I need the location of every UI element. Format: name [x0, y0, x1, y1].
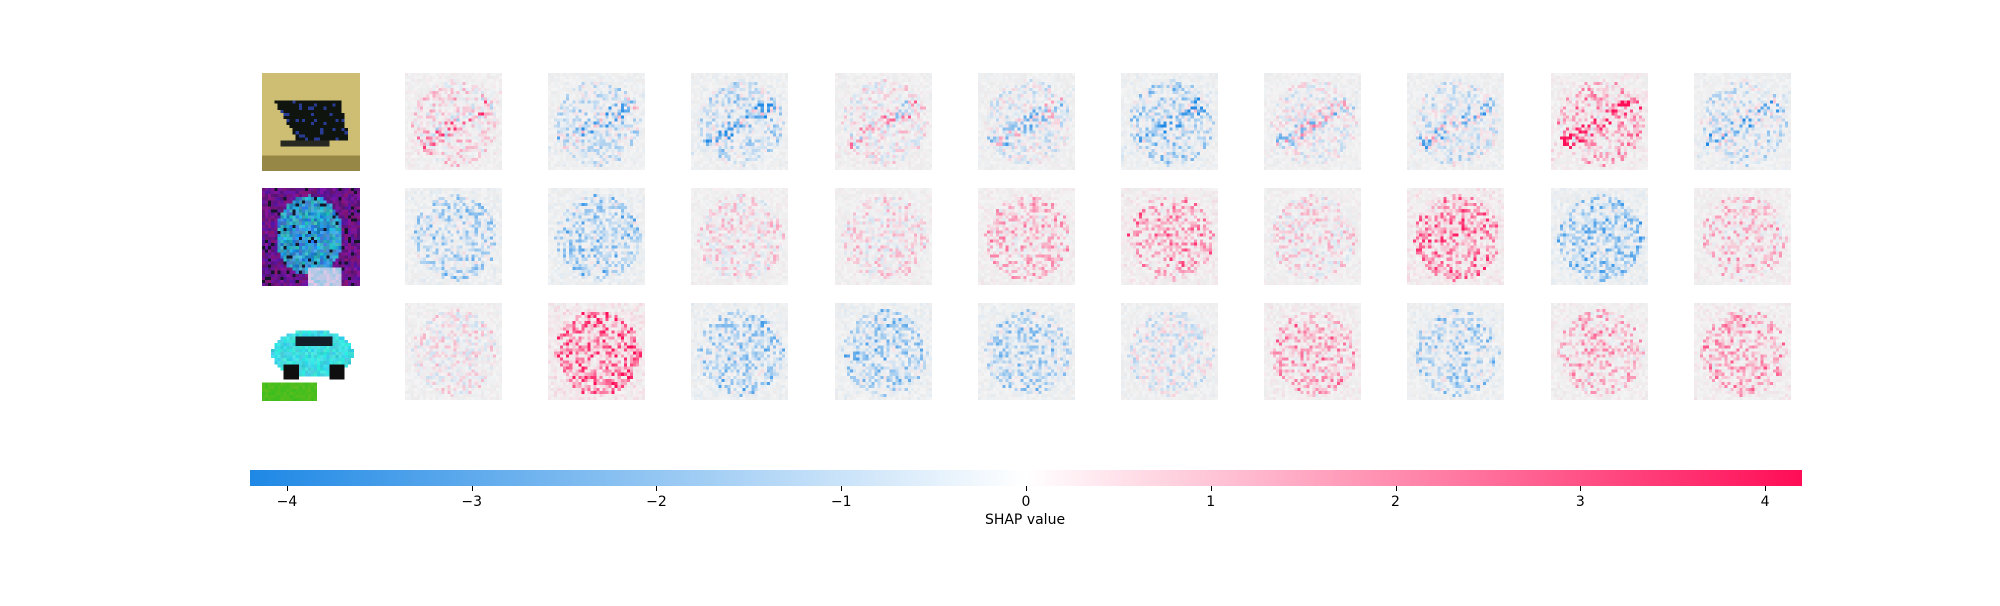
shap-map: [1264, 73, 1362, 170]
shap-map: [548, 188, 646, 285]
shap-map: [1264, 303, 1362, 400]
shap-map: [691, 188, 789, 285]
colorbar-tick-label: 4: [1760, 494, 1770, 510]
shap-map-pixels: [548, 188, 646, 285]
shap-map: [1693, 303, 1791, 400]
shap-map-pixels: [405, 303, 502, 400]
shap-map-pixels: [691, 303, 789, 400]
shap-map: [834, 188, 932, 285]
shap-map: [548, 73, 646, 170]
shap-map: [405, 188, 502, 285]
colorbar-tick: [1765, 486, 1767, 491]
input-image: [262, 73, 360, 171]
colorbar-tick: [1210, 486, 1212, 491]
input-image-pixels: [262, 73, 360, 171]
shap-map-pixels: [1407, 73, 1505, 170]
colorbar-tick-label: 1: [1206, 494, 1216, 510]
shap-map: [1550, 303, 1648, 400]
shap-map: [1121, 303, 1218, 400]
shap-map-pixels: [834, 73, 932, 170]
shap-map-pixels: [1264, 73, 1362, 170]
shap-map: [1550, 188, 1648, 285]
shap-map: [834, 303, 932, 400]
colorbar-tick-label: −4: [276, 494, 298, 510]
shap-map-pixels: [1550, 73, 1648, 170]
colorbar-tick-label: −2: [646, 494, 667, 510]
shap-map: [405, 73, 502, 170]
shap-map-pixels: [1121, 303, 1218, 400]
shap-map: [548, 303, 646, 400]
shap-colorbar: [250, 470, 1802, 486]
shap-map: [405, 303, 502, 400]
shap-map-pixels: [1121, 73, 1218, 170]
shap-map-pixels: [691, 73, 789, 170]
shap-map: [977, 73, 1075, 170]
shap-map-pixels: [977, 73, 1075, 170]
shap-map: [834, 73, 932, 170]
shap-map-pixels: [691, 188, 789, 285]
shap-map: [1693, 73, 1791, 170]
colorbar-tick: [1580, 486, 1582, 491]
colorbar-tick-label: 2: [1391, 494, 1400, 510]
shap-map: [1407, 73, 1505, 170]
shap-map: [1121, 73, 1218, 170]
shap-map-pixels: [405, 73, 502, 170]
shap-map-pixels: [1121, 188, 1218, 285]
shap-map-pixels: [1407, 303, 1505, 400]
shap-map-pixels: [1550, 303, 1648, 400]
shap-map-pixels: [1693, 303, 1791, 400]
colorbar-tick: [471, 486, 473, 491]
shap-map: [691, 303, 789, 400]
colorbar-tick: [1395, 486, 1397, 491]
colorbar-tick: [841, 486, 843, 491]
shap-map: [1407, 303, 1505, 400]
shap-map-pixels: [1264, 188, 1362, 285]
shap-map-pixels: [834, 303, 932, 400]
shap-map: [1550, 73, 1648, 170]
input-image: [262, 188, 360, 286]
colorbar-tick: [1026, 486, 1027, 491]
shap-map-pixels: [1550, 188, 1648, 285]
shap-map-pixels: [1407, 188, 1505, 285]
shap-map: [977, 188, 1075, 285]
colorbar-axis: −4 −3 −2 −1 0 1 2 3 4: [0, 486, 2000, 526]
shap-map: [977, 303, 1075, 400]
shap-map: [1264, 188, 1362, 285]
colorbar-tick-label: 0: [1021, 494, 1031, 510]
colorbar-tick: [286, 486, 288, 491]
colorbar-tick-label: −3: [461, 494, 483, 510]
shap-map: [1407, 188, 1505, 285]
shap-map: [691, 73, 789, 170]
shap-map-pixels: [548, 303, 646, 400]
shap-map-pixels: [1693, 73, 1791, 170]
shap-map-pixels: [977, 188, 1075, 285]
input-image: [262, 303, 360, 401]
colorbar-label: SHAP value: [984, 512, 1066, 528]
colorbar-tick-label: −1: [830, 494, 852, 510]
input-image-pixels: [262, 303, 360, 401]
shap-map: [1693, 188, 1791, 285]
shap-map-pixels: [834, 188, 932, 285]
shap-map-pixels: [977, 303, 1075, 400]
colorbar-tick: [656, 486, 658, 491]
shap-map: [1121, 188, 1218, 285]
input-image-pixels: [262, 188, 360, 286]
colorbar-tick-label: 3: [1575, 494, 1585, 510]
shap-map-pixels: [405, 188, 502, 285]
shap-map-pixels: [1693, 188, 1791, 285]
shap-map-pixels: [548, 73, 646, 170]
shap-map-pixels: [1264, 303, 1362, 400]
